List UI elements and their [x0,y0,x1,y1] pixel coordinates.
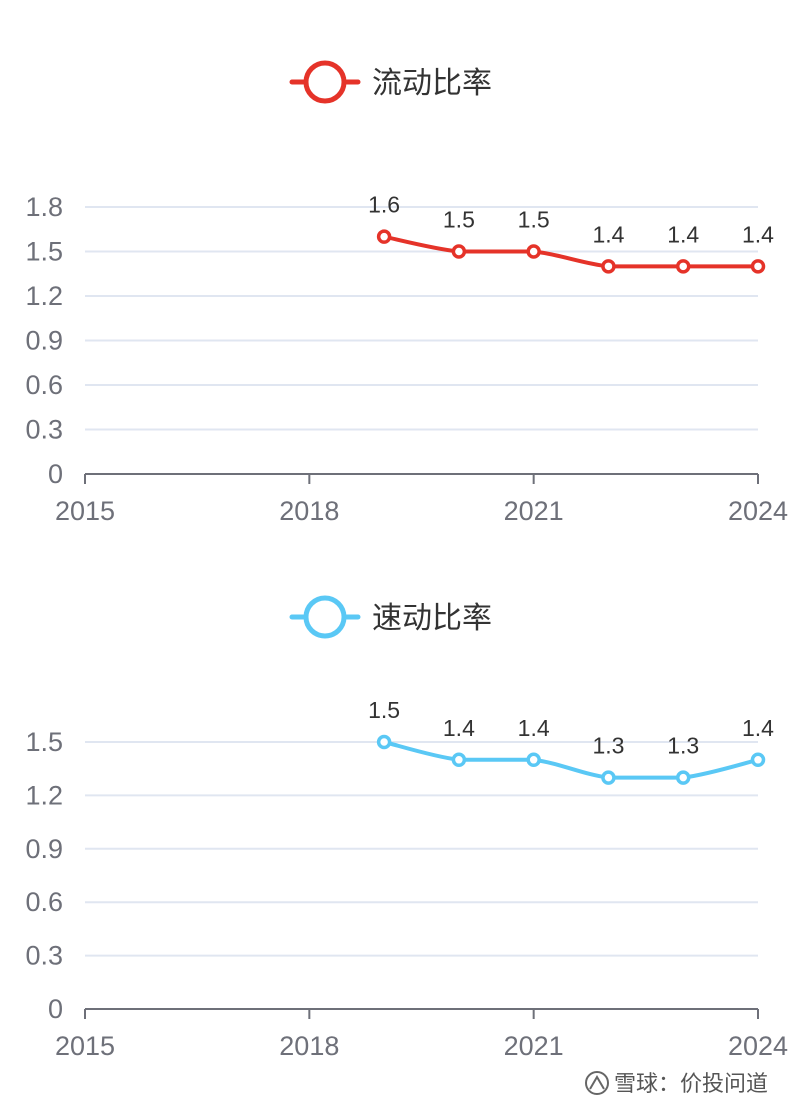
y-tick-label: 1.5 [25,237,63,267]
y-tick-label: 0.6 [25,370,63,400]
y-tick-label: 0 [48,459,63,489]
y-tick-label: 0.9 [25,834,63,864]
data-label: 1.6 [368,192,400,218]
series: 1.5 1.4 1.4 1.3 1.3 1.4 [368,697,774,785]
data-label: 1.4 [592,221,624,247]
snowball-logo-icon [585,1071,609,1095]
watermark-text: 雪球：价投问道 [614,1072,768,1097]
data-point[interactable] [675,259,691,274]
y-tick-label: 0 [48,994,63,1024]
legend[interactable]: 速动比率 [289,595,492,639]
x-tick-label: 2015 [55,1031,115,1061]
data-label: 1.3 [592,733,624,759]
y-tick-label: 0.3 [25,415,63,445]
data-label: 1.5 [518,207,550,233]
data-point[interactable] [376,229,392,244]
data-point[interactable] [601,259,616,274]
grid [85,206,758,431]
data-point[interactable] [451,244,467,259]
x-tick-label: 2024 [728,1031,788,1061]
y-tick-label: 0.9 [25,326,63,356]
x-tick-label: 2021 [504,1031,564,1061]
y-tick-label: 0.3 [25,941,63,971]
x-axis: 2015 2018 2021 2024 [55,473,788,526]
y-axis: 0 0.3 0.6 0.9 1.2 1.5 1.8 [25,192,63,489]
quick-ratio-chart: 速动比率 0 0.3 0.6 0.9 1.2 1.5 2015 2018 2021 2024 1… [25,595,788,1061]
data-point[interactable] [526,244,541,259]
x-tick-label: 2015 [55,496,115,526]
series-line [383,234,759,269]
data-label: 1.4 [518,715,550,741]
data-label: 1.4 [667,221,699,247]
data-point[interactable] [451,752,467,768]
y-tick-label: 1.5 [25,727,63,757]
data-label: 1.4 [742,221,774,247]
legend-marker-icon [289,595,361,639]
data-point[interactable] [750,259,766,274]
data-point[interactable] [675,770,691,785]
x-tick-label: 2021 [504,496,564,526]
grid [85,741,758,957]
data-point[interactable] [750,752,766,768]
y-axis: 0 0.3 0.6 0.9 1.2 1.5 [25,727,63,1024]
y-tick-label: 1.2 [25,780,63,810]
data-label: 1.5 [368,697,400,723]
watermark: 雪球：价投问道 [585,1071,768,1097]
y-tick-label: 1.8 [25,192,63,222]
data-label: 1.4 [742,715,774,741]
x-axis: 2015 2018 2021 2024 [55,1008,788,1061]
data-point[interactable] [601,770,616,785]
current-ratio-chart: 流动比率 0 0.3 0.6 0.9 1.2 1.5 1.8 2015 2018 2021 202… [25,60,788,526]
legend-label: 流动比率 [372,66,492,101]
series-line [383,740,759,780]
x-tick-label: 2018 [279,1031,339,1061]
x-tick-label: 2018 [279,496,339,526]
data-label: 1.4 [443,715,475,741]
x-tick-label: 2024 [728,496,788,526]
data-label: 1.3 [667,733,699,759]
legend-marker-icon [289,60,361,104]
y-tick-label: 0.6 [25,887,63,917]
data-point[interactable] [376,734,392,750]
legend-label: 速动比率 [372,601,492,636]
y-tick-label: 1.2 [25,281,63,311]
legend[interactable]: 流动比率 [289,60,492,104]
data-point[interactable] [526,752,541,768]
series: 1.6 1.5 1.5 1.4 1.4 1.4 [368,192,774,274]
data-label: 1.5 [443,207,475,233]
